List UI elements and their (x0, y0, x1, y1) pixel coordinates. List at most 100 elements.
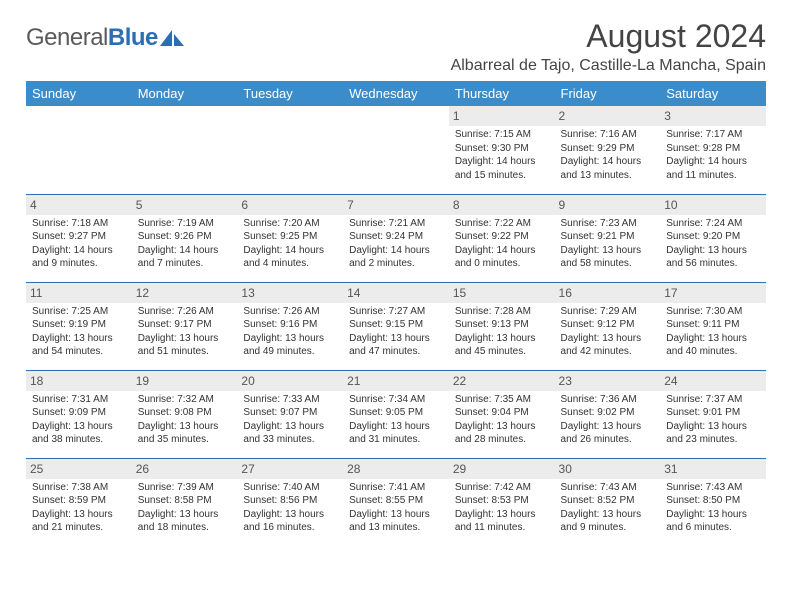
day-info-line: Daylight: 13 hours (138, 508, 232, 522)
weekday-header: Monday (132, 81, 238, 106)
day-info-line: Sunrise: 7:24 AM (666, 217, 760, 231)
calendar-week-row: 18 Sunrise: 7:31 AMSunset: 9:09 PM Dayligh… (26, 370, 766, 458)
day-info-line: Sunrise: 7:36 AM (561, 393, 655, 407)
day-info: Sunrise: 7:26 AMSunset: 9:17 PMDaylight:… (136, 305, 234, 359)
day-info-line: Daylight: 13 hours (455, 508, 549, 522)
day-info-line: Sunset: 9:20 PM (666, 230, 760, 244)
day-info: Sunrise: 7:32 AMSunset: 9:08 PMDaylight:… (136, 393, 234, 447)
day-info-line: Daylight: 13 hours (138, 332, 232, 346)
day-info: Sunrise: 7:17 AMSunset: 9:28 PMDaylight:… (664, 128, 762, 182)
day-info-line: Sunset: 9:27 PM (32, 230, 126, 244)
day-number: 24 (660, 371, 766, 391)
day-info: Sunrise: 7:43 AMSunset: 8:52 PMDaylight:… (559, 481, 657, 535)
day-number: 9 (555, 195, 661, 215)
day-info-line: Daylight: 14 hours (455, 155, 549, 169)
calendar-day-cell: 19Sunrise: 7:32 AMSunset: 9:08 PMDayligh… (132, 370, 238, 458)
day-info-line: Sunset: 8:56 PM (243, 494, 337, 508)
day-info-line: Sunrise: 7:26 AM (243, 305, 337, 319)
calendar-day-cell (132, 106, 238, 194)
calendar-day-cell: 29Sunrise: 7:42 AMSunset: 8:53 PMDayligh… (449, 458, 555, 546)
day-number: 25 (26, 459, 132, 479)
day-info-line: Daylight: 13 hours (455, 332, 549, 346)
calendar-day-cell: 8Sunrise: 7:22 AMSunset: 9:22 PMDaylight… (449, 194, 555, 282)
calendar-day-cell: 10Sunrise: 7:24 AMSunset: 9:20 PMDayligh… (660, 194, 766, 282)
day-info-line: Sunset: 9:29 PM (561, 142, 655, 156)
calendar-day-cell: 23Sunrise: 7:36 AMSunset: 9:02 PMDayligh… (555, 370, 661, 458)
day-info-line: Daylight: 14 hours (243, 244, 337, 258)
day-info-line: and 13 minutes. (349, 521, 443, 535)
day-info-line: Sunset: 9:04 PM (455, 406, 549, 420)
calendar-day-cell: 24Sunrise: 7:37 AMSunset: 9:01 PMDayligh… (660, 370, 766, 458)
day-info-line: Sunset: 8:59 PM (32, 494, 126, 508)
calendar-day-cell: 3Sunrise: 7:17 AMSunset: 9:28 PMDaylight… (660, 106, 766, 194)
day-info-line: Sunrise: 7:30 AM (666, 305, 760, 319)
day-info-line: Sunrise: 7:39 AM (138, 481, 232, 495)
day-info-line: and 42 minutes. (561, 345, 655, 359)
day-info: Sunrise: 7:35 AMSunset: 9:04 PMDaylight:… (453, 393, 551, 447)
day-info-line: Sunset: 8:50 PM (666, 494, 760, 508)
day-info-line: Sunrise: 7:35 AM (455, 393, 549, 407)
day-info-line: Sunrise: 7:41 AM (349, 481, 443, 495)
day-info-line: Sunrise: 7:22 AM (455, 217, 549, 231)
day-info-line: Sunset: 9:26 PM (138, 230, 232, 244)
day-info-line: Daylight: 13 hours (666, 508, 760, 522)
day-number: 18 (26, 371, 132, 391)
day-info-line: and 6 minutes. (666, 521, 760, 535)
calendar-day-cell (343, 106, 449, 194)
day-number: 19 (132, 371, 238, 391)
day-info-line: and 28 minutes. (455, 433, 549, 447)
weekday-header: Sunday (26, 81, 132, 106)
day-number: 3 (660, 106, 766, 126)
day-info-line: Sunset: 9:09 PM (32, 406, 126, 420)
day-number: 29 (449, 459, 555, 479)
day-number: 27 (237, 459, 343, 479)
calendar-table: SundayMondayTuesdayWednesdayThursdayFrid… (26, 81, 766, 546)
day-info-line: Sunset: 8:55 PM (349, 494, 443, 508)
day-number: 15 (449, 283, 555, 303)
day-info-line: Sunrise: 7:42 AM (455, 481, 549, 495)
day-info: Sunrise: 7:34 AMSunset: 9:05 PMDaylight:… (347, 393, 445, 447)
calendar-day-cell: 21Sunrise: 7:34 AMSunset: 9:05 PMDayligh… (343, 370, 449, 458)
day-info-line: Sunrise: 7:21 AM (349, 217, 443, 231)
calendar-day-cell: 26Sunrise: 7:39 AMSunset: 8:58 PMDayligh… (132, 458, 238, 546)
day-info-line: Daylight: 13 hours (243, 508, 337, 522)
day-number: 20 (237, 371, 343, 391)
calendar-day-cell: 12Sunrise: 7:26 AMSunset: 9:17 PMDayligh… (132, 282, 238, 370)
day-info-line: Daylight: 13 hours (349, 508, 443, 522)
weekday-header: Saturday (660, 81, 766, 106)
day-info-line: Sunset: 9:28 PM (666, 142, 760, 156)
day-info-line: and 40 minutes. (666, 345, 760, 359)
day-number: 4 (26, 195, 132, 215)
logo-text-gray: General (26, 24, 108, 51)
day-info-line: Sunrise: 7:17 AM (666, 128, 760, 142)
calendar-day-cell: 31Sunrise: 7:43 AMSunset: 8:50 PMDayligh… (660, 458, 766, 546)
logo: GeneralBlue (26, 24, 186, 52)
day-info-line: Sunset: 9:15 PM (349, 318, 443, 332)
day-info-line: Sunrise: 7:23 AM (561, 217, 655, 231)
day-info-line: and 38 minutes. (32, 433, 126, 447)
day-info: Sunrise: 7:33 AMSunset: 9:07 PMDaylight:… (241, 393, 339, 447)
day-info-line: Sunrise: 7:28 AM (455, 305, 549, 319)
day-info-line: Sunset: 9:05 PM (349, 406, 443, 420)
day-info: Sunrise: 7:39 AMSunset: 8:58 PMDaylight:… (136, 481, 234, 535)
day-number: 31 (660, 459, 766, 479)
calendar-day-cell: 28Sunrise: 7:41 AMSunset: 8:55 PMDayligh… (343, 458, 449, 546)
day-info-line: Daylight: 13 hours (561, 244, 655, 258)
day-number: 23 (555, 371, 661, 391)
day-info-line: and 26 minutes. (561, 433, 655, 447)
day-info-line: Daylight: 13 hours (455, 420, 549, 434)
day-info-line: Sunrise: 7:31 AM (32, 393, 126, 407)
day-info-line: Sunset: 9:25 PM (243, 230, 337, 244)
calendar-day-cell: 20Sunrise: 7:33 AMSunset: 9:07 PMDayligh… (237, 370, 343, 458)
calendar-day-cell: 27Sunrise: 7:40 AMSunset: 8:56 PMDayligh… (237, 458, 343, 546)
day-info-line: Sunset: 9:01 PM (666, 406, 760, 420)
calendar-day-cell (237, 106, 343, 194)
day-number: 30 (555, 459, 661, 479)
calendar-day-cell: 18Sunrise: 7:31 AMSunset: 9:09 PMDayligh… (26, 370, 132, 458)
calendar-day-cell: 9Sunrise: 7:23 AMSunset: 9:21 PMDaylight… (555, 194, 661, 282)
calendar-day-cell: 15Sunrise: 7:28 AMSunset: 9:13 PMDayligh… (449, 282, 555, 370)
day-info-line: and 49 minutes. (243, 345, 337, 359)
day-info-line: Sunrise: 7:33 AM (243, 393, 337, 407)
day-info-line: Sunset: 9:22 PM (455, 230, 549, 244)
calendar-day-cell: 22Sunrise: 7:35 AMSunset: 9:04 PMDayligh… (449, 370, 555, 458)
